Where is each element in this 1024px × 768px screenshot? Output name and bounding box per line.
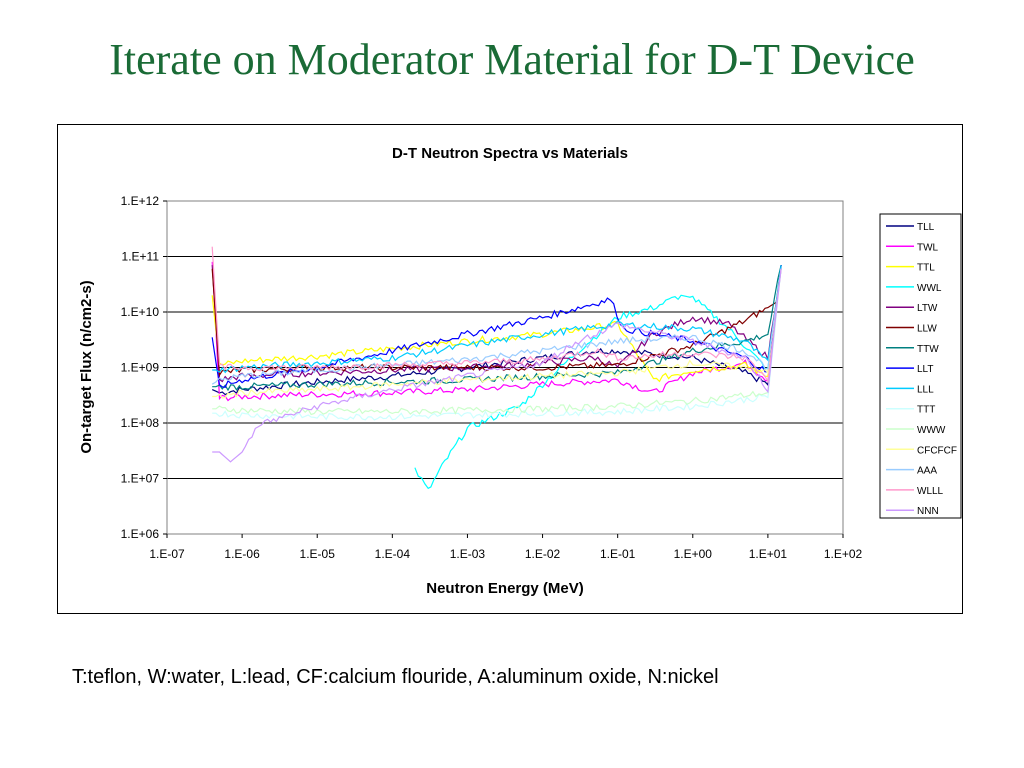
legend-label: WWW: [917, 425, 946, 436]
x-axis-label: Neutron Energy (MeV): [426, 580, 584, 597]
y-tick-label: 1.E+08: [121, 416, 160, 430]
y-tick-label: 1.E+07: [121, 472, 160, 486]
flux-line-chart: D-T Neutron Spectra vs Materials 1.E+061…: [78, 145, 962, 597]
legend-label: CFCFCF: [917, 445, 957, 456]
series-line-ttw: [212, 264, 782, 392]
x-tick-label: 1.E-02: [525, 547, 561, 561]
legend-label: LLL: [917, 384, 934, 395]
series-line-twl: [211, 261, 782, 402]
x-tick-label: 1.E-04: [375, 547, 411, 561]
legend-label: LLW: [917, 324, 937, 335]
series-line-llt: [211, 265, 782, 388]
axis-ticks: 1.E+06 1.E+07 1.E+08 1.E+09 1.E+10 1.E+11 1.E+…: [121, 194, 863, 561]
series-line-wwl: [414, 268, 782, 490]
legend-label: LLT: [917, 364, 934, 375]
materials-caption: T:teflon, W:water, L:lead, CF:calcium fl…: [72, 666, 719, 688]
y-tick-label: 1.E+09: [121, 361, 160, 375]
series-line-www: [212, 268, 782, 416]
series-line-wlll: [211, 246, 782, 384]
x-tick-label: 1.E+02: [824, 547, 863, 561]
x-tick-label: 1.E-07: [149, 547, 185, 561]
y-tick-label: 1.E+06: [121, 527, 160, 541]
legend-label: TLL: [917, 222, 935, 233]
series-line-lll: [212, 265, 782, 374]
series-line-ttt: [212, 268, 782, 421]
series-line-nnn: [212, 268, 782, 463]
x-tick-label: 1.E-03: [450, 547, 486, 561]
legend-label: LTW: [917, 303, 938, 314]
legend-label: AAA: [917, 466, 937, 477]
x-tick-label: 1.E-01: [600, 547, 636, 561]
x-tick-label: 1.E+00: [674, 547, 713, 561]
chart-title: D-T Neutron Spectra vs Materials: [392, 145, 628, 162]
legend-label: WWL: [917, 283, 942, 294]
legend: TLL TWL TTL WWL LTW LLW TTW LLT LLL TTT WWW CFCFCF A…: [879, 213, 962, 519]
series-line-cfcfcf: [212, 268, 782, 399]
y-axis-label: On-target Flux (n/cm2-s): [78, 280, 95, 453]
y-tick-label: 1.E+10: [121, 305, 160, 319]
legend-label: WLLL: [917, 486, 944, 497]
y-tick-label: 1.E+11: [122, 250, 160, 264]
y-tick-label: 1.E+12: [121, 194, 160, 208]
slide-title: Iterate on Moderator Material for D-T De…: [109, 35, 915, 84]
series-line-aaa: [211, 268, 782, 385]
x-tick-label: 1.E-05: [300, 547, 336, 561]
legend-label: TTW: [917, 344, 939, 355]
legend-label: TWL: [917, 242, 939, 253]
series-line-ltw: [211, 265, 782, 383]
x-tick-label: 1.E-06: [224, 547, 260, 561]
x-tick-label: 1.E+01: [749, 547, 788, 561]
series-line-tll: [211, 265, 782, 396]
legend-label: TTT: [917, 405, 935, 416]
legend-box: [879, 213, 962, 519]
legend-label: NNN: [917, 506, 939, 517]
series-line-ttl: [211, 268, 782, 383]
legend-label: TTL: [917, 263, 935, 274]
series-lines: [211, 246, 782, 490]
